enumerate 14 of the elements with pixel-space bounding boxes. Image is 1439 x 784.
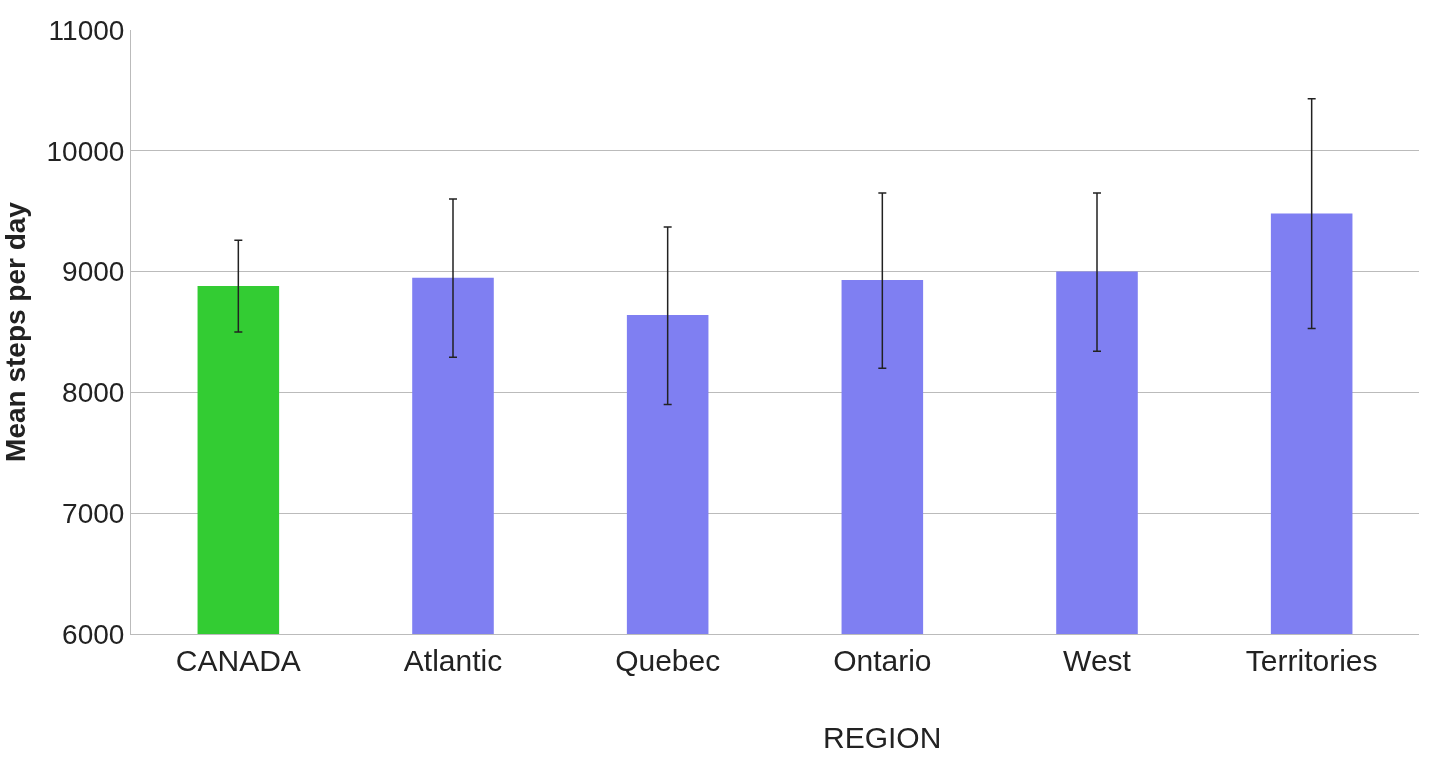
y-axis-title: Mean steps per day: [0, 201, 31, 462]
x-tick-label: Territories: [1245, 644, 1378, 677]
x-tick-label: Ontario: [833, 644, 932, 677]
y-tick-label: 8000: [62, 377, 125, 409]
y-tick-label: 9000: [62, 256, 125, 288]
x-tick-label: Quebec: [615, 644, 721, 677]
y-tick-label: 6000: [62, 618, 125, 650]
x-tick-label: Atlantic: [403, 644, 503, 677]
y-tick-label: 11000: [48, 14, 125, 46]
x-tick-label: CANADA: [175, 644, 301, 677]
x-axis-title: REGION: [823, 721, 942, 754]
x-tick-label: West: [1063, 644, 1132, 677]
y-tick-label: 7000: [62, 498, 125, 529]
y-tick-label: 10000: [46, 135, 125, 167]
